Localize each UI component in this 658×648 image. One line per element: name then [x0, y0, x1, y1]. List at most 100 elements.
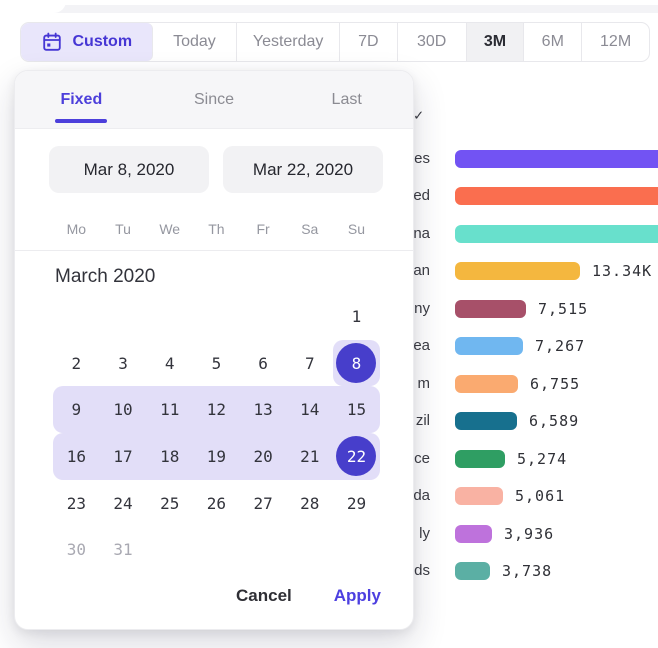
calendar-day-11[interactable]: 11 [160, 400, 180, 420]
calendar-day-24[interactable]: 24 [113, 493, 133, 513]
active-tab-underline [55, 119, 108, 123]
country-bar [455, 525, 492, 543]
tab-since[interactable]: Since [193, 90, 235, 108]
weekday-th: Th [208, 221, 225, 237]
calendar-grid: 1 2 3 4 5 6 7 8 9 10 11 12 13 14 15 16 17 18 19 20 21 22 23 24 2… [53, 293, 380, 573]
calendar-day-3[interactable]: 3 [118, 353, 128, 373]
country-value: 13.34K [592, 262, 653, 280]
country-row[interactable]: da 5,061 [0, 487, 658, 505]
weekday-tu: Tu [115, 221, 131, 237]
calendar-day-25[interactable]: 25 [160, 493, 180, 513]
calendar-day-15[interactable]: 15 [346, 400, 367, 420]
calendar-day-1[interactable]: 1 [351, 306, 362, 326]
preset-button-12m[interactable]: 12M [600, 33, 632, 50]
country-value: 5,061 [515, 487, 566, 505]
country-label-fragment: ly [419, 525, 430, 542]
country-bar [455, 262, 580, 280]
weekday-su: Su [347, 221, 366, 237]
calendar-day-4[interactable]: 4 [164, 353, 175, 373]
country-bar [455, 412, 517, 430]
preset-button-3m[interactable]: 3M [466, 23, 525, 61]
country-label-fragment: ny [414, 300, 430, 317]
calendar-day-6[interactable]: 6 [258, 353, 268, 373]
date-range-toolbar: Custom Today Yesterday 7D 30D 3M 6M 12M [20, 22, 650, 62]
start-date-input[interactable]: Mar 8, 2020 [49, 146, 209, 193]
country-row[interactable]: an 13.34K [0, 262, 658, 280]
calendar-empty-cell [193, 526, 240, 573]
tab-last[interactable]: Last [331, 90, 362, 108]
datepicker-mode-tabs: Fixed Since Last [15, 71, 413, 129]
calendar-day-5[interactable]: 5 [211, 353, 222, 373]
country-row[interactable]: ce 5,274 [0, 450, 658, 468]
calendar-empty-cell [193, 293, 240, 340]
country-bar [455, 337, 523, 355]
preset-button-today[interactable]: Today [153, 23, 238, 61]
calendar-day-13[interactable]: 13 [253, 400, 273, 420]
calendar-empty-cell [53, 293, 100, 340]
calendar-day-28[interactable]: 28 [300, 493, 320, 513]
country-row[interactable]: ny 7,515 [0, 300, 658, 318]
preset-button-yesterday[interactable]: Yesterday [237, 23, 340, 61]
calendar-day-2[interactable]: 2 [71, 353, 82, 373]
calendar-day-27[interactable]: 27 [253, 493, 273, 513]
weekday-sa: Sa [301, 221, 319, 237]
country-row[interactable]: zil 6,589 [0, 412, 658, 430]
calendar-empty-cell [286, 293, 333, 340]
calendar-day-31[interactable]: 31 [113, 540, 133, 560]
calendar-day-23[interactable]: 23 [66, 493, 86, 513]
country-row[interactable]: es [0, 150, 658, 168]
end-date-input[interactable]: Mar 22, 2020 [223, 146, 383, 193]
calendar-day-26[interactable]: 26 [206, 493, 227, 513]
country-label-fragment: da [413, 487, 430, 504]
tab-fixed[interactable]: Fixed [60, 90, 103, 108]
calendar-day-14[interactable]: 14 [300, 400, 320, 420]
country-bar [455, 562, 490, 580]
country-row[interactable]: ly 3,936 [0, 525, 658, 543]
top-card-edge [0, 5, 658, 13]
country-bar [455, 450, 505, 468]
country-bar [455, 187, 658, 205]
weekday-we: We [159, 221, 181, 237]
country-label-fragment: es [414, 150, 430, 167]
preset-button-6m[interactable]: 6M [524, 23, 583, 61]
calendar-day-30[interactable]: 30 [66, 540, 86, 560]
country-bar [455, 300, 526, 318]
calendar-day-10[interactable]: 10 [113, 400, 133, 420]
calendar-day-18[interactable]: 18 [160, 446, 180, 466]
country-row[interactable]: ea 7,267 [0, 337, 658, 355]
country-row[interactable]: ds 3,738 [0, 562, 658, 580]
country-value: 3,738 [502, 562, 553, 580]
calendar-day-19[interactable]: 19 [206, 446, 227, 466]
calendar-empty-cell [146, 293, 193, 340]
datepicker-popup: Fixed Since Last Mar 8, 2020 Mar 22, 2020 … [14, 70, 414, 630]
preset-button-30d[interactable]: 30D [398, 23, 467, 61]
country-label-fragment: ce [414, 450, 430, 467]
calendar-day-12[interactable]: 12 [206, 400, 227, 420]
calendar-day-16[interactable]: 16 [66, 446, 86, 466]
weekday-mo: Mo [66, 221, 87, 237]
custom-range-button[interactable]: Custom [21, 23, 153, 61]
month-title: March 2020 [55, 266, 156, 287]
calendar-day-20[interactable]: 20 [253, 446, 273, 466]
calendar-week-row: 23 24 25 26 27 28 29 [53, 480, 380, 527]
date-inputs: Mar 8, 2020 Mar 22, 2020 [49, 146, 383, 193]
calendar-day-29[interactable]: 29 [346, 493, 367, 513]
country-row[interactable]: na [0, 225, 658, 243]
country-row[interactable]: ed [0, 187, 658, 205]
calendar-week-row: 2 3 4 5 6 7 8 [53, 339, 380, 387]
calendar-day-22[interactable]: 22 [333, 433, 380, 480]
calendar-day-21[interactable]: 21 [300, 446, 320, 466]
calendar-day-8[interactable]: 8 [333, 339, 380, 387]
apply-button[interactable]: Apply [333, 586, 381, 605]
cancel-button[interactable]: Cancel [236, 586, 292, 605]
weekday-fr: Fr [256, 221, 270, 237]
calendar-day-7[interactable]: 7 [304, 353, 315, 373]
calendar-day-9[interactable]: 9 [71, 400, 82, 420]
country-row[interactable]: m 6,755 [0, 375, 658, 393]
custom-range-label: Custom [72, 33, 133, 50]
country-value: 6,755 [530, 375, 581, 393]
preset-button-7d[interactable]: 7D [340, 23, 398, 61]
calendar-day-17[interactable]: 17 [113, 446, 133, 466]
country-label-fragment: zil [415, 412, 430, 429]
